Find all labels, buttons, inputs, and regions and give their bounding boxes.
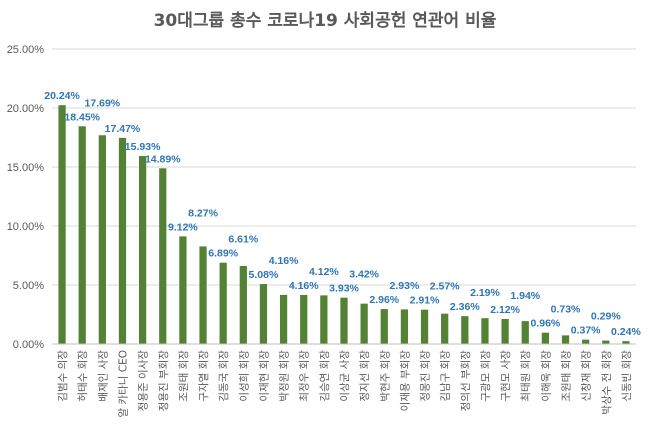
data-label: 17.69% [85,97,121,109]
data-label: 2.36% [450,301,480,313]
x-tick-label: 정용진 부회장 [158,350,170,412]
bar [501,318,509,344]
data-label: 0.29% [591,311,621,323]
data-labels: 20.24% 18.45% 17.69% 17.47% 15.93%14.89% 9.12… [44,90,641,338]
data-label: 1.94% [510,290,540,302]
data-label: 18.45% [64,111,100,123]
bar [602,340,610,344]
bar [300,294,308,344]
x-tick-label: 이상균 사장 [339,350,351,402]
data-label: 2.96% [369,294,399,306]
x-tick-label: 허태수 회장 [77,350,89,402]
x-tick-label: 박정원 회장 [279,350,291,402]
bar [118,137,127,344]
x-tick-label: 박현주 회장 [379,350,391,402]
bar [199,246,207,344]
chart-title: 30대그룹 총수 코로나19 사회공헌 연관어 비율 [154,11,497,31]
y-tick-label: 10.00% [7,221,45,233]
bar [481,318,489,344]
data-label: 20.24% [44,90,80,102]
bar [58,105,66,344]
bar [420,309,429,344]
x-tick-label: 정의선 부회장 [460,350,472,412]
x-tick-label: 구자열 회장 [198,350,210,402]
x-tick-label: 김남구 회장 [440,350,452,402]
bar [582,339,590,344]
x-tick-label: 김승연 회장 [319,350,331,402]
x-tick-label: 김범수 의장 [57,350,69,402]
x-tick-label: 이성희 회장 [238,350,250,402]
bar [159,168,167,344]
bar [541,332,550,344]
bar [138,156,147,344]
y-tick-label: 20.00% [7,103,45,115]
bar [400,309,409,344]
data-label: 14.89% [145,153,181,165]
bar [441,313,449,344]
data-label: 0.24% [611,326,641,338]
bar [279,294,288,344]
x-tick-label: 구광모 회장 [480,350,492,402]
data-label: 15.93% [125,141,161,153]
x-tick-label: 정지선 회장 [359,350,371,402]
x-tick-label: 신동빈 회장 [621,350,633,402]
x-tick-label: 김동국 회장 [218,350,230,402]
y-tick-label: 0.00% [13,339,44,351]
x-tick-label: 조원태 회장 [178,350,190,402]
bar [360,303,368,344]
data-label: 0.73% [551,304,581,316]
bar [561,335,570,344]
x-tick-label: 구현모 사장 [500,350,512,402]
data-label: 17.47% [105,123,141,135]
data-label: 2.19% [470,287,500,299]
x-tick-label: 이해욱 회장 [539,350,552,402]
x-tick-label: 이재현 회장 [258,350,270,402]
data-label: 4.16% [289,280,319,292]
x-axis: 김범수 의장 허태수 회장 배재인 사장 알 카타니 CEO 정용준 이사장 정용진 부회… [52,343,636,418]
x-tick-label: 최태원 회장 [520,350,532,402]
x-tick-label: 정용준 이사장 [138,350,150,412]
bar [622,341,630,344]
x-tick-label: 알 카타니 CEO [117,350,129,418]
bars [58,105,630,344]
data-label: 5.08% [249,269,279,281]
data-label: 3.42% [349,269,379,281]
data-label: 6.61% [228,234,258,246]
x-tick-label: 최정우 회장 [299,350,311,402]
bar [380,309,388,344]
bar [219,262,227,344]
data-label: 4.12% [309,266,339,278]
x-tick-label: 신창재 회장 [581,350,593,402]
y-axis: 0.00% 5.00% 10.00% 15.00% 20.00% 25.00% [7,44,45,351]
x-tick-label: 이재용 부회장 [399,350,411,412]
y-tick-label: 15.00% [7,162,45,174]
data-label: 2.57% [430,281,460,293]
data-label: 0.96% [530,318,560,330]
bar [239,266,247,344]
data-label: 4.16% [269,255,299,267]
bar [521,321,529,344]
bar [461,316,469,344]
data-label: 9.12% [168,221,198,233]
y-tick-label: 25.00% [7,44,45,56]
bar [179,236,187,344]
data-label: 8.27% [188,207,218,219]
data-label: 3.93% [329,283,359,295]
bar [98,135,106,344]
bar [259,284,268,344]
x-tick-label: 박상수 전 회장 [601,350,613,415]
x-tick-label: 배재인 사장 [97,350,109,402]
x-tick-label: 정몽진 회장 [420,350,432,402]
bar [340,297,348,344]
data-label: 2.12% [490,304,520,316]
data-label: 0.37% [571,325,601,337]
x-tick-label: 조원태 회장 [561,350,573,402]
data-label: 6.89% [208,248,238,260]
bar [78,126,86,344]
data-label: 2.91% [410,295,440,307]
data-label: 2.93% [390,280,420,292]
y-tick-label: 5.00% [13,280,44,292]
bar [320,295,328,344]
